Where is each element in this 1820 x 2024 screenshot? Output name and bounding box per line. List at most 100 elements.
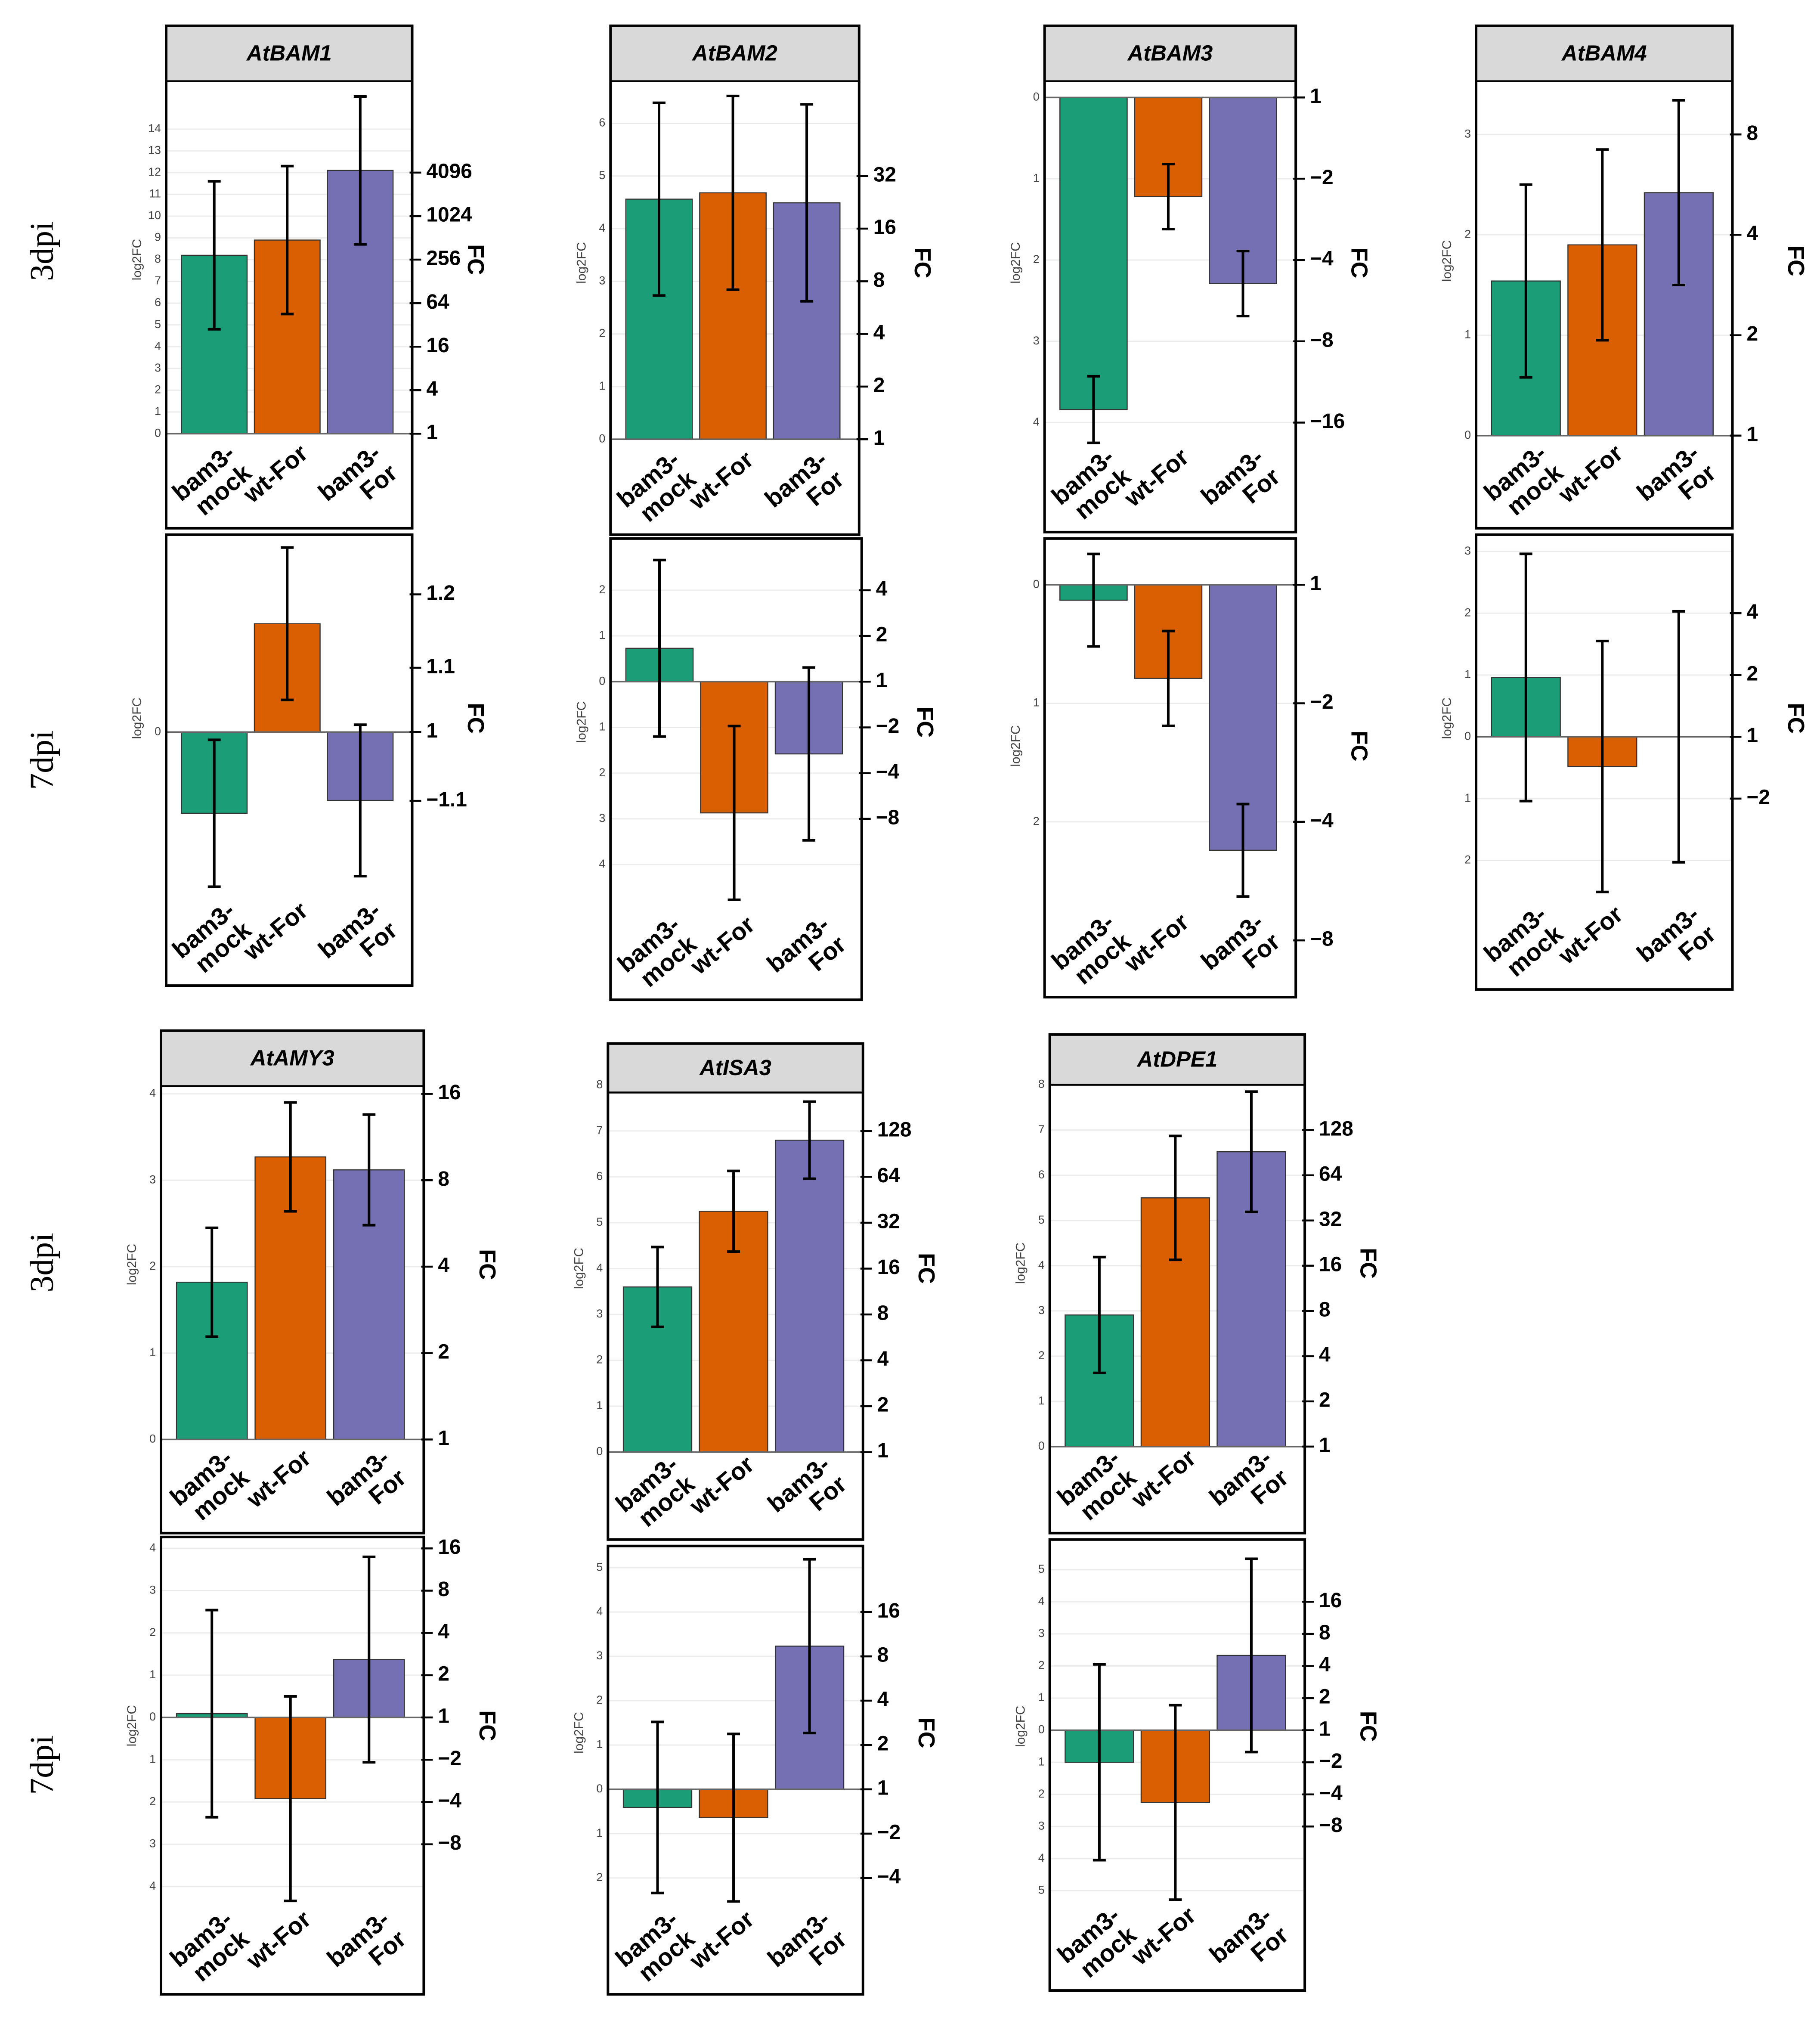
y-tick-label: 3	[596, 1649, 603, 1662]
y2-tick-label: 4	[873, 321, 885, 344]
y2-tick-label: 4	[438, 1254, 449, 1277]
y2-tick-label: 2	[438, 1663, 449, 1686]
y-tick-label: 4	[149, 1087, 156, 1100]
error-bar	[727, 725, 741, 901]
y-axis-label: log2FC	[1009, 242, 1023, 283]
bar	[774, 1140, 845, 1453]
y2-tick-label: 16	[877, 1599, 900, 1622]
y2-axis-label: FC	[1346, 248, 1372, 279]
error-bar	[727, 1733, 740, 1903]
y2-tick-label: −2	[1746, 786, 1770, 809]
y-tick-label: 2	[596, 1353, 603, 1366]
error-bar	[207, 180, 221, 331]
y-tick-label: 4	[596, 1605, 603, 1618]
error-bar	[802, 666, 816, 842]
error-bar	[1672, 99, 1685, 286]
y2-axis-label: FC	[1783, 245, 1809, 276]
error-bar	[803, 1100, 816, 1180]
y-tick-label: 0	[1038, 1723, 1045, 1736]
error-bar	[1093, 1663, 1106, 1862]
title-strip	[1043, 25, 1297, 82]
y-tick-label: 3	[1038, 1627, 1045, 1640]
row-label: 7dpi	[23, 1735, 60, 1795]
y-tick-label: 5	[1038, 1213, 1045, 1226]
y-axis-label: log2FC	[1440, 697, 1454, 739]
y-tick-label: 0	[1464, 729, 1471, 742]
y-tick-label: 5	[155, 318, 161, 331]
y-tick-label: 4	[149, 1879, 156, 1892]
y2-tick-label: 8	[1319, 1621, 1331, 1644]
panel-frame	[165, 533, 414, 987]
error-bar	[651, 1720, 664, 1894]
error-bar	[800, 103, 814, 303]
y2-axis-label: FC	[913, 1253, 939, 1284]
y2-tick-label: 4	[1319, 1343, 1331, 1366]
panel-frame	[1048, 1538, 1306, 1992]
y2-tick-label: 2	[873, 374, 885, 397]
error-bar	[803, 1558, 816, 1735]
panel-frame	[1475, 533, 1734, 991]
y2-tick-label: 256	[426, 247, 461, 270]
y2-tick-label: 1	[876, 669, 888, 692]
y2-tick-label: 4	[877, 1688, 889, 1711]
y-tick-label: 9	[155, 231, 161, 244]
error-bar	[1596, 639, 1609, 893]
panel-frame	[609, 24, 860, 536]
y-axis-label: log2FC	[1014, 1705, 1028, 1747]
y2-tick-label: 1	[438, 1705, 449, 1728]
y-tick-label: 12	[148, 165, 161, 178]
y2-tick-label: −2	[877, 1821, 901, 1844]
y2-tick-label: 16	[426, 334, 449, 357]
y2-tick-label: −8	[438, 1832, 461, 1854]
y-tick-label: 2	[1038, 1787, 1045, 1800]
y2-tick-label: 4	[877, 1348, 889, 1370]
error-bar	[1161, 629, 1175, 727]
error-bar	[281, 164, 294, 316]
y-axis-label: log2FC	[125, 1244, 139, 1285]
error-bar	[651, 1246, 664, 1328]
y-axis-label: log2FC	[572, 1712, 586, 1753]
error-bar	[727, 1169, 740, 1253]
panel-title: AtBAM4	[1561, 41, 1647, 65]
y-tick-label: 2	[596, 1693, 603, 1706]
error-bar	[362, 1113, 376, 1227]
y-tick-label: 2	[149, 1259, 156, 1272]
panel-title: AtBAM2	[691, 41, 777, 65]
y-tick-label: 4	[1033, 415, 1040, 428]
y-tick-label: 0	[155, 426, 161, 439]
y2-tick-label: 64	[877, 1164, 901, 1187]
y-tick-label: 8	[596, 1078, 603, 1091]
error-bar	[726, 94, 740, 291]
y2-tick-label: 128	[1319, 1117, 1353, 1140]
error-bar	[207, 738, 221, 888]
y2-axis-label: FC	[1346, 731, 1372, 762]
y2-tick-label: 1	[438, 1427, 449, 1450]
error-bar	[1519, 183, 1532, 379]
y2-tick-label: −4	[438, 1789, 461, 1812]
y-tick-label: 1	[149, 1752, 156, 1765]
y-tick-label: 0	[596, 1782, 603, 1795]
error-bar	[1236, 250, 1250, 318]
y-tick-label: 5	[596, 1215, 603, 1228]
y2-tick-label: 8	[877, 1302, 889, 1325]
row-label: 3dpi	[23, 221, 60, 281]
y2-tick-label: 16	[1319, 1253, 1342, 1276]
error-bar	[362, 1555, 376, 1764]
y2-tick-label: −8	[1310, 329, 1334, 351]
y2-tick-label: 4	[426, 378, 438, 400]
y2-tick-label: −1.1	[426, 788, 467, 811]
y-tick-label: 1	[149, 1346, 156, 1359]
y2-tick-label: 1	[1319, 1434, 1331, 1457]
y2-tick-label: 8	[1319, 1298, 1331, 1321]
y-tick-label: 1	[1038, 1691, 1045, 1704]
panel-frame	[1043, 537, 1297, 999]
y2-tick-label: 64	[1319, 1162, 1342, 1185]
y-tick-label: 3	[1464, 544, 1471, 557]
panel-title: AtDPE1	[1136, 1047, 1218, 1072]
error-bar	[1672, 610, 1685, 864]
y-tick-label: 4	[596, 1262, 603, 1274]
y-axis-label: log2FC	[130, 697, 144, 739]
y2-tick-label: 1	[873, 427, 885, 449]
y2-tick-label: 2	[877, 1733, 889, 1755]
error-bar	[1244, 1557, 1258, 1754]
